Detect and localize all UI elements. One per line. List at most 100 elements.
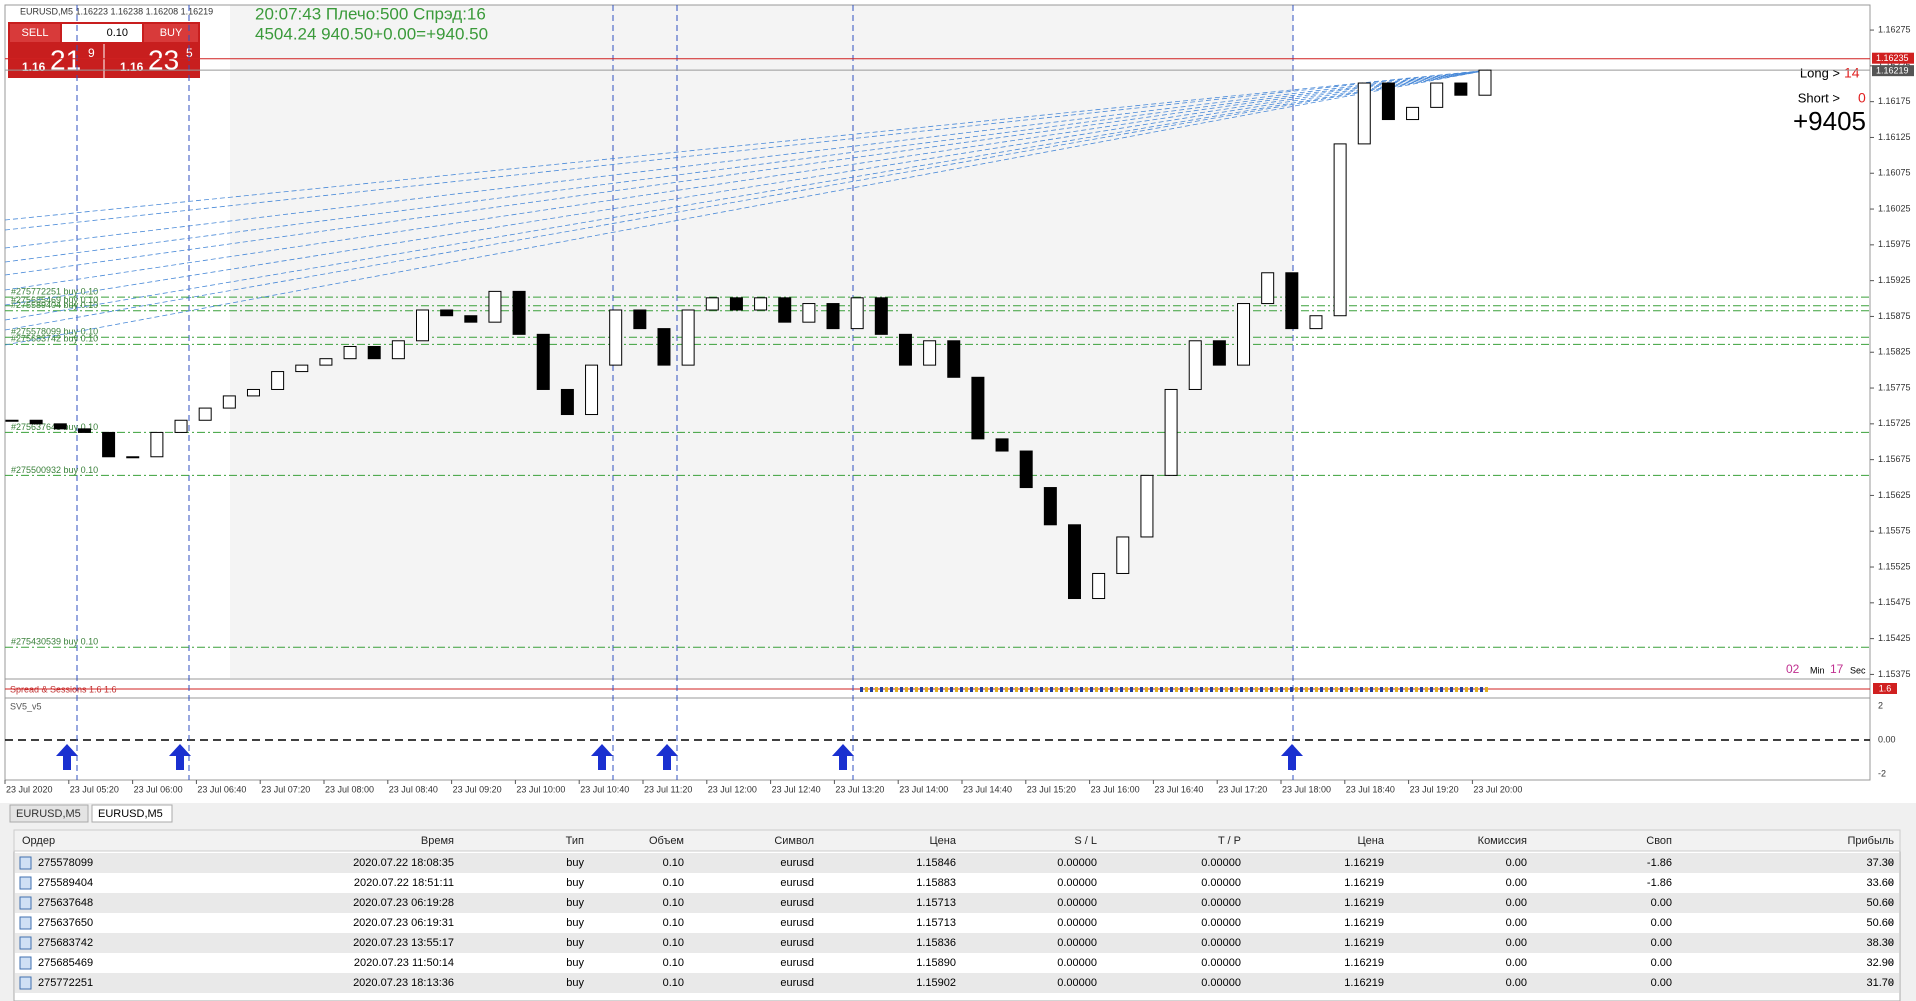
buy-button[interactable] [144,24,198,42]
cell: 0.00 [1506,877,1527,889]
spread-bar [870,687,873,692]
column-header[interactable]: S / L [1074,835,1097,847]
timer-min: 02 [1786,662,1800,676]
close-button[interactable]: × [1888,877,1894,889]
trend-line [4,69,1489,276]
cell: 0.00000 [1057,857,1097,869]
spread-bar [1310,687,1313,692]
cell: 33.60 [1866,877,1894,889]
y-tick-label: 1.15925 [1878,275,1911,285]
candle-body [1309,315,1323,330]
x-tick-label: 23 Jul 19:20 [1410,784,1459,794]
candle-body [512,290,526,335]
tab-active[interactable] [91,804,173,823]
spread-bar [1285,687,1288,692]
spread-bar [1350,687,1353,692]
lots-input[interactable] [62,24,142,42]
column-header[interactable]: Своп [1646,835,1672,847]
cell: 0.00000 [1201,857,1241,869]
candle-body [1261,272,1275,305]
spread-bar [1440,687,1443,692]
candle-body [850,297,864,330]
close-button[interactable]: × [1888,937,1894,949]
tab-label[interactable]: EURUSD,M5 [16,808,81,820]
cell: 1.16219 [1344,897,1384,909]
cell: 2020.07.22 18:08:35 [353,857,454,869]
column-header[interactable]: Время [421,835,454,847]
spread-bar [960,687,963,692]
spread-bar [1265,687,1268,692]
spread-bar [1345,687,1348,692]
spread-bar [1025,687,1028,692]
candle-body [1092,572,1106,600]
column-header[interactable]: Прибыль [1847,835,1894,847]
spread-bar [1400,687,1403,692]
cell: -1.86 [1647,877,1672,889]
cell: 275589404 [38,877,93,889]
candle-body [271,371,285,390]
candle-body [102,431,116,458]
close-button[interactable]: × [1888,977,1894,989]
column-header[interactable]: Комиссия [1478,835,1527,847]
y-tick-label: 1.15825 [1878,347,1911,357]
x-tick-label: 23 Jul 11:20 [644,784,692,794]
sell-label[interactable]: SELL [22,27,49,39]
spread-bar [1035,687,1038,692]
spread-bar [1335,687,1338,692]
spread-bar [1220,687,1223,692]
spread-bar [1340,687,1343,692]
column-header[interactable]: T / P [1218,835,1241,847]
candle-body [1430,82,1444,108]
y-tick-label: 1.15525 [1878,561,1911,571]
tab-label[interactable]: EURUSD,M5 [98,808,163,820]
y-tick-label: 1.16125 [1878,132,1911,142]
spread-bar [1070,687,1073,692]
x-tick-label: 23 Jul 06:40 [197,784,246,794]
column-header[interactable]: Объем [649,835,684,847]
order-icon [19,896,32,910]
candle-body [971,376,985,440]
close-button[interactable]: × [1888,857,1894,869]
spread-bar [1240,687,1243,692]
spread-bar [1125,687,1128,692]
signal-arrow [169,744,191,770]
cell: 275772251 [38,977,93,989]
tab[interactable] [9,804,89,823]
cell: 0.00 [1506,937,1527,949]
session-shade [230,5,1293,678]
cell: 2020.07.23 06:19:31 [353,917,454,929]
column-header[interactable]: Цена [930,835,957,847]
close-button[interactable]: × [1888,957,1894,969]
x-tick-label: 23 Jul 07:20 [261,784,310,794]
order-icon [19,916,32,930]
candle-body [754,297,768,311]
column-header[interactable]: Ордер [22,835,55,847]
candle-body [1188,340,1202,390]
spread-bar [1235,687,1238,692]
candle-body [705,297,719,311]
spread-bar [1190,687,1193,692]
buy-label[interactable]: BUY [160,27,183,39]
bid-big: 1.16 [22,60,46,74]
x-tick-label: 23 Jul 18:00 [1282,784,1331,794]
spread-bar [1275,687,1278,692]
candle-body [560,388,574,416]
close-button[interactable]: × [1888,897,1894,909]
spread-bar [890,687,893,692]
x-tick-label: 23 Jul 16:40 [1154,784,1203,794]
spread-bar [1105,687,1108,692]
column-header[interactable]: Тип [566,835,584,847]
signal-arrow [832,744,854,770]
cell: eurusd [780,917,814,929]
spread-bar [1465,687,1468,692]
x-tick-label: 23 Jul 2020 [6,784,53,794]
x-tick-label: 23 Jul 05:20 [70,784,119,794]
sell-button[interactable] [10,24,60,42]
close-button[interactable]: × [1888,917,1894,929]
column-header[interactable]: Цена [1358,835,1385,847]
spread-bar [945,687,948,692]
column-header[interactable]: Символ [774,835,814,847]
cell: 1.15713 [916,897,956,909]
trend-line [4,69,1489,221]
lots-value[interactable]: 0.10 [107,27,128,39]
